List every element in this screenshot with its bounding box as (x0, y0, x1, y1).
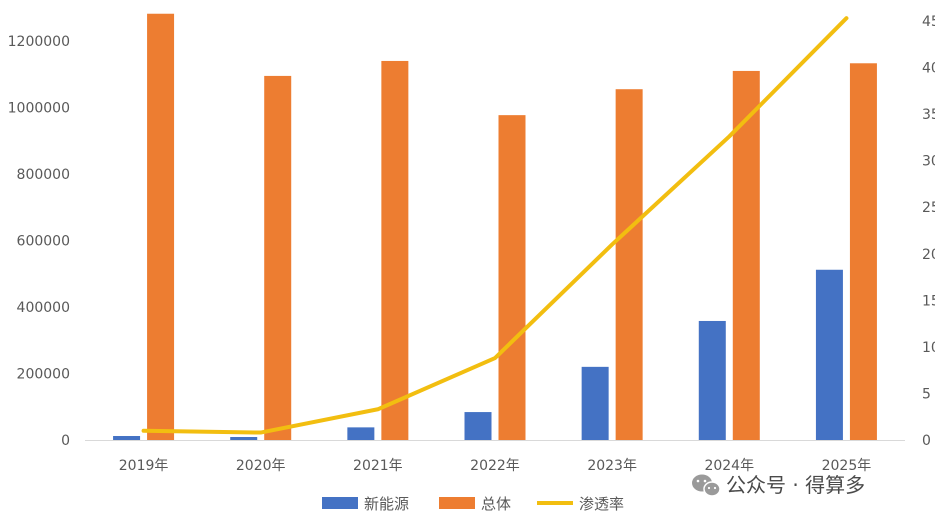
legend-swatch (322, 497, 358, 509)
bar-新能源-2024年 (698, 320, 726, 440)
x-tick-label: 2023年 (587, 458, 637, 474)
bar-总体-2024年 (732, 70, 760, 441)
bar-总体-2020年 (264, 75, 292, 440)
y-right-tick-label: 30 (922, 154, 935, 170)
legend-label: 总体 (481, 495, 511, 513)
watermark: 公众号 · 得算多 (692, 473, 865, 497)
y-right-tick-label: 10 (922, 340, 935, 356)
x-axis-ticks: 2019年 2020年 2021年 2022年 2023年 2024年 2025年 (119, 458, 871, 474)
x-tick-label: 2024年 (704, 458, 754, 474)
bar-总体-2021年 (381, 60, 409, 440)
bars (113, 13, 877, 441)
y-left-tick-label: 400000 (17, 300, 70, 316)
x-tick-label: 2019年 (119, 458, 169, 474)
bar-总体-2022年 (498, 115, 526, 441)
legend-label: 新能源 (364, 495, 409, 513)
right-axis-ticks: 0 5 10 15 20 25 30 35 40 45 (922, 14, 935, 449)
x-tick-label: 2020年 (236, 458, 286, 474)
legend-label: 渗透率 (579, 495, 624, 513)
y-right-tick-label: 20 (922, 247, 935, 263)
y-left-tick-label: 1200000 (8, 34, 70, 50)
left-axis-ticks: 0 200000 400000 600000 800000 1000000 1200000 (8, 34, 70, 449)
line-series (141, 16, 849, 435)
y-right-tick-label: 0 (922, 433, 931, 449)
x-tick-label: 2021年 (353, 458, 403, 474)
y-right-tick-label: 15 (922, 293, 935, 309)
bar-新能源-2025年 (815, 269, 843, 440)
y-left-tick-label: 600000 (17, 234, 70, 250)
bar-总体-2025年 (849, 63, 877, 441)
y-right-tick-label: 40 (922, 61, 935, 77)
wechat-icon (692, 474, 721, 497)
bar-新能源-2021年 (347, 427, 375, 440)
y-right-tick-label: 25 (922, 200, 935, 216)
y-left-tick-label: 800000 (17, 167, 70, 183)
bar-新能源-2023年 (581, 366, 609, 440)
legend-swatch (439, 497, 475, 509)
bar-总体-2019年 (147, 13, 175, 441)
y-right-tick-label: 45 (922, 14, 935, 30)
y-right-tick-label: 5 (922, 386, 931, 402)
y-left-tick-label: 1000000 (8, 101, 70, 117)
x-tick-label: 2022年 (470, 458, 520, 474)
legend: 新能源 总体 渗透率 (322, 495, 624, 513)
bar-新能源-2020年 (230, 437, 258, 440)
bar-新能源-2019年 (113, 436, 141, 440)
y-left-tick-label: 0 (61, 433, 70, 449)
y-left-tick-label: 200000 (17, 367, 70, 383)
x-tick-label: 2025年 (822, 458, 872, 474)
y-right-tick-label: 35 (922, 107, 935, 123)
watermark-text: 公众号 · 得算多 (726, 473, 865, 497)
bar-新能源-2022年 (464, 412, 492, 440)
bar-总体-2023年 (615, 89, 643, 441)
